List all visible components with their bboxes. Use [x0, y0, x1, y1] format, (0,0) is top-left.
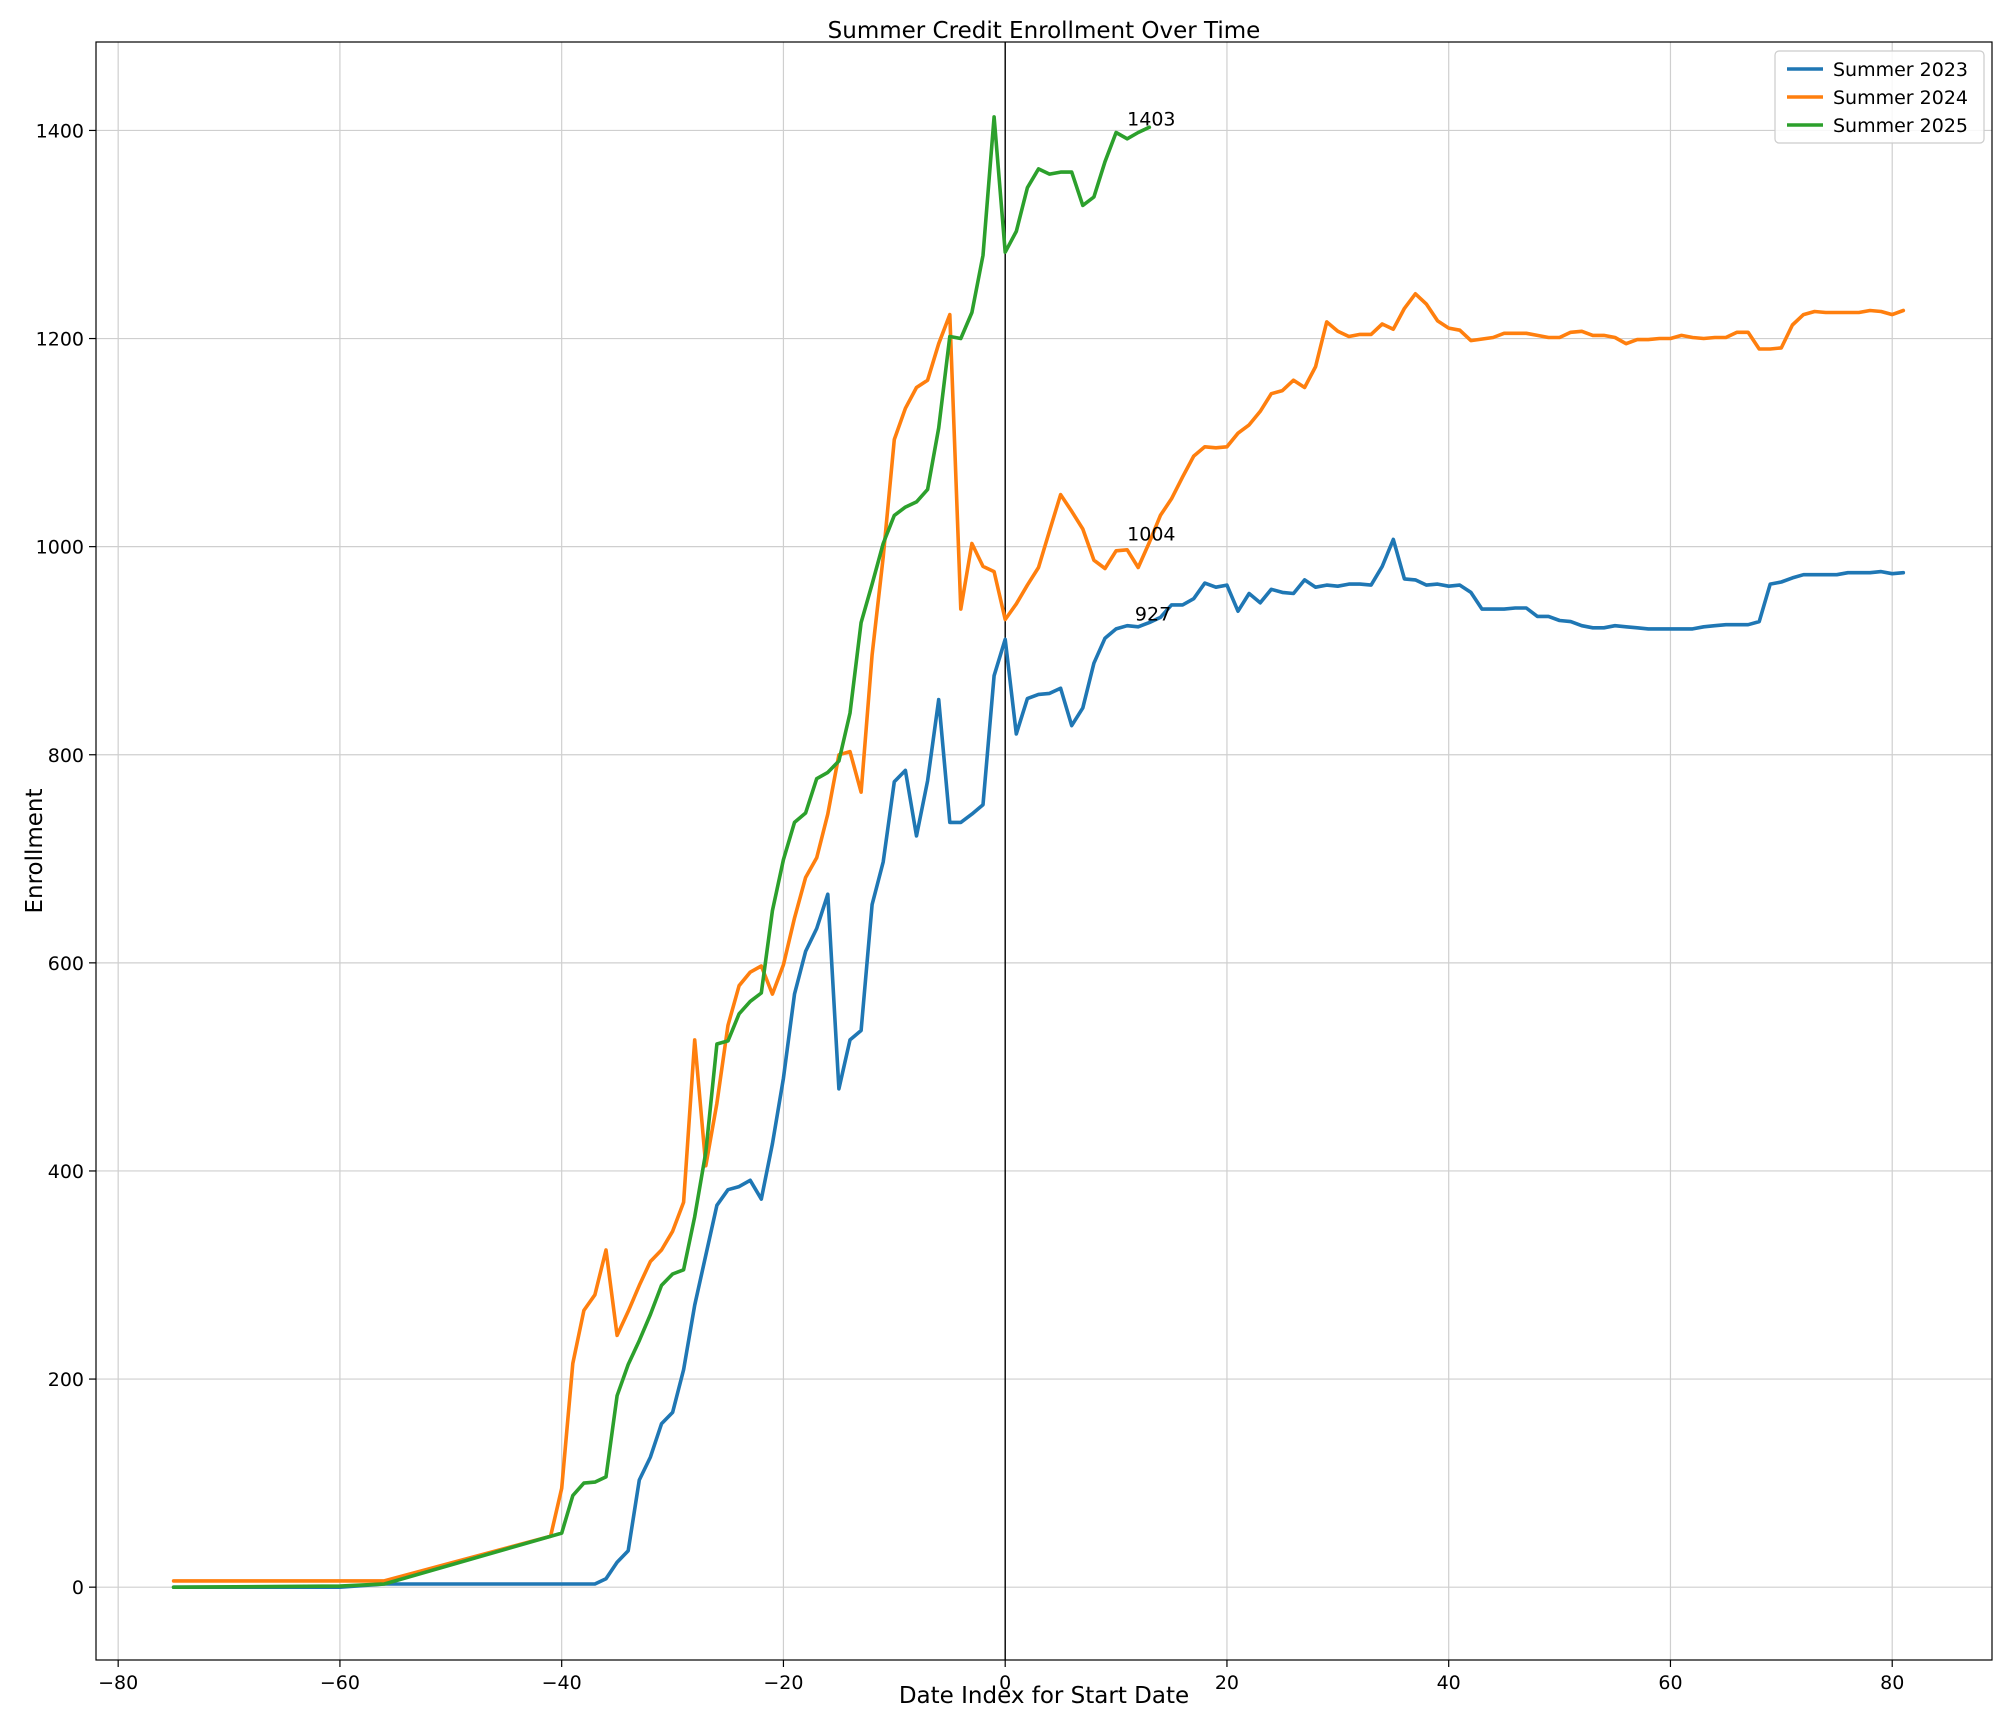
- y-tick-label: 1200: [36, 329, 84, 351]
- series-line-summer-2023: [171, 537, 1906, 1589]
- data-annotation: 1004: [1127, 523, 1175, 545]
- x-ticks: −80 −60 −40 −20 0 20 40 60 80: [98, 1660, 1904, 1694]
- y-ticks: 0 200 400 600 800 1000 1200 1400: [36, 120, 96, 1599]
- legend: Summer 2023 Summer 2024 Summer 2025: [1774, 50, 1985, 144]
- legend-entry: Summer 2023: [1833, 59, 1968, 81]
- y-tick-label: 600: [48, 953, 84, 975]
- series-line-summer-2024: [171, 292, 1906, 1583]
- x-tick-label: −80: [98, 1672, 138, 1694]
- y-tick-label: 800: [48, 745, 84, 767]
- x-tick-label: −60: [320, 1672, 360, 1694]
- chart-title: Summer Credit Enrollment Over Time: [828, 18, 1261, 44]
- x-tick-label: 80: [1880, 1672, 1904, 1694]
- x-tick-label: 60: [1658, 1672, 1682, 1694]
- x-axis-label: Date Index for Start Date: [899, 1683, 1189, 1709]
- y-axis-label: Enrollment: [22, 788, 48, 913]
- legend-entry: Summer 2025: [1833, 115, 1968, 137]
- plot-frame: [95, 41, 1993, 1661]
- series-group: [171, 115, 1906, 1589]
- x-tick-label: −40: [542, 1672, 582, 1694]
- legend-entry: Summer 2024: [1833, 87, 1968, 109]
- series-line-summer-2025: [171, 115, 1152, 1589]
- y-tick-label: 200: [48, 1369, 84, 1391]
- x-tick-label: 20: [1215, 1672, 1239, 1694]
- annotations: 1403 1004 927: [1127, 108, 1175, 625]
- x-tick-label: −20: [763, 1672, 803, 1694]
- x-tick-label: 40: [1437, 1672, 1461, 1694]
- y-tick-label: 0: [72, 1577, 84, 1599]
- legend-box: [1774, 50, 1985, 144]
- grid: [96, 42, 1992, 1660]
- x-tick-label: 0: [999, 1672, 1011, 1694]
- y-tick-label: 1400: [36, 120, 84, 142]
- y-tick-label: 400: [48, 1161, 84, 1183]
- y-tick-label: 1000: [36, 537, 84, 559]
- data-annotation: 1403: [1127, 108, 1175, 130]
- data-annotation: 927: [1135, 604, 1171, 626]
